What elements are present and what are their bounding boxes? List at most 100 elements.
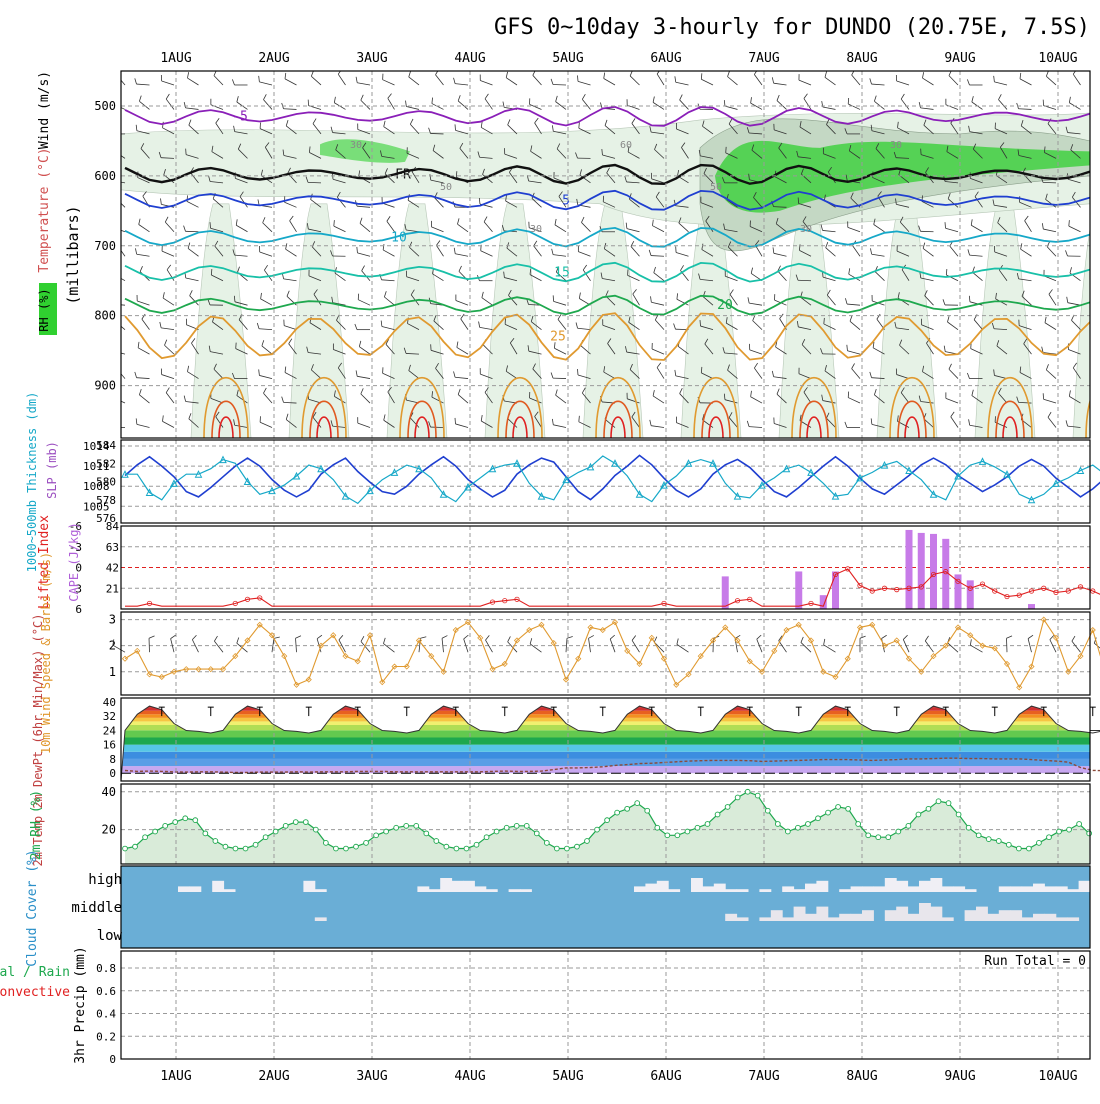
lifted-index-line xyxy=(125,569,1100,606)
rh2m-marker xyxy=(926,806,931,811)
cloud-level-label: low xyxy=(97,928,123,944)
cloud-high-bar xyxy=(178,886,190,892)
rh2m-tick-label: 20 xyxy=(102,823,116,837)
rh2m-marker xyxy=(1077,822,1082,827)
date-label-top: 5AUG xyxy=(552,51,583,66)
cape-bar xyxy=(832,571,839,609)
cloud-mid-bar xyxy=(885,910,897,921)
cloud-high-bar xyxy=(714,884,726,892)
pressure-axis-label: (millibars) xyxy=(64,205,82,304)
wind-barb xyxy=(701,73,702,79)
pressure-tick-label: 700 xyxy=(94,239,116,253)
temp-tick-label: 16 xyxy=(103,739,116,752)
rh2m-marker xyxy=(575,844,580,849)
cloud-high-bar xyxy=(759,889,771,892)
wind-barb xyxy=(192,635,196,639)
date-label-top: 4AUG xyxy=(454,51,485,66)
pressure-tick-label: 500 xyxy=(94,99,116,113)
wind-barb xyxy=(903,635,907,639)
rh2m-marker xyxy=(745,789,750,794)
wind-barb xyxy=(1096,388,1098,393)
precip-tick-label: 0.2 xyxy=(96,1030,116,1043)
rh2m-marker xyxy=(444,844,449,849)
wind-barb xyxy=(1092,253,1100,256)
wind10m-speed-line xyxy=(125,620,1100,688)
cloud-high-bar xyxy=(782,886,794,892)
wind-barb xyxy=(508,636,511,641)
date-label-top: 9AUG xyxy=(944,51,975,66)
date-label-bottom: 4AUG xyxy=(454,1069,485,1084)
cloud-high-bar xyxy=(429,889,441,892)
rh-axis-label: RH (%) xyxy=(37,288,51,331)
rh2m-marker xyxy=(1026,846,1031,851)
cloud-mid-bar xyxy=(828,917,840,921)
rh2m-marker xyxy=(565,846,570,851)
wind-barb xyxy=(112,345,113,351)
wind-barb xyxy=(110,128,112,134)
isotherm-label: 15 xyxy=(554,265,570,280)
rh2m-marker xyxy=(414,823,419,828)
wind10m-tick-label: 2 xyxy=(109,639,116,653)
cloud-high-bar xyxy=(1022,886,1034,892)
rh2m-marker xyxy=(554,846,559,851)
rh2m-marker xyxy=(856,822,861,827)
wind-barb xyxy=(1093,423,1100,427)
rh2m-marker xyxy=(816,816,821,821)
cloud-high-bar xyxy=(725,889,737,892)
rh-contour-label: 50 xyxy=(710,182,722,193)
isotherm-label: 25 xyxy=(550,330,566,345)
panels: -5FR510152025305030605030305006007008009… xyxy=(0,69,1100,1066)
cloud-high-bar xyxy=(999,886,1011,892)
cloud-mid-bar xyxy=(862,910,874,921)
wind-barb xyxy=(801,642,811,652)
wind-barb xyxy=(1096,394,1100,403)
wind-barb xyxy=(1096,100,1100,109)
cloud-level-label: middle xyxy=(71,900,122,916)
cape-tick-label: 84 xyxy=(106,520,120,533)
temp-tick-label: 32 xyxy=(103,710,116,723)
wind-barb xyxy=(1093,300,1100,305)
isotherm-label: 5 xyxy=(562,193,570,208)
temp-tick-label: 0 xyxy=(109,767,116,780)
cloud-mid-bar xyxy=(315,917,327,921)
cloud-high-bar xyxy=(1033,884,1045,892)
rh2m-marker xyxy=(514,823,519,828)
temp-color-band xyxy=(121,718,1090,722)
wind-barb xyxy=(149,636,155,638)
rh-contour-label: 30 xyxy=(800,224,812,235)
cloud-high-bar xyxy=(657,881,669,892)
rh2m-marker xyxy=(846,806,851,811)
precip-axis-label: 3hr Precip (mm) xyxy=(73,946,88,1063)
temp-bands xyxy=(121,702,1090,773)
rh2m-marker xyxy=(1016,846,1021,851)
wind-barb xyxy=(114,145,115,151)
cloud-high-bar xyxy=(1056,886,1068,892)
date-label-bottom: 3AUG xyxy=(356,1069,387,1084)
cloud-high-bar xyxy=(645,884,657,892)
wind-barb xyxy=(1095,223,1100,231)
run-total-label: Run Total = 0 xyxy=(984,954,1086,969)
rh2m-marker xyxy=(163,823,168,828)
cape-bar xyxy=(795,571,802,609)
rh2m-marker xyxy=(183,816,188,821)
cloud-mid-bar xyxy=(987,914,999,921)
isotherm-label: 10 xyxy=(391,230,407,245)
precip-tick-label: 0 xyxy=(109,1053,116,1066)
wind-barb xyxy=(1092,206,1100,207)
wind-barb xyxy=(654,637,657,642)
wind-barb xyxy=(632,636,636,641)
cape-bar xyxy=(930,534,937,609)
slp-axis-label: SLP (mb) xyxy=(45,441,59,499)
wind-barb xyxy=(339,635,343,640)
wind-barb xyxy=(214,636,217,641)
rh2m-marker xyxy=(133,844,138,849)
date-label-top: 8AUG xyxy=(846,51,877,66)
cloud-mid-bar xyxy=(965,910,977,921)
wind-barb xyxy=(1007,636,1013,638)
isotherm-loop xyxy=(1094,401,1100,438)
pressure-tick-label: 800 xyxy=(94,309,116,323)
cloud-high-bar xyxy=(873,886,885,892)
rh2m-marker xyxy=(1006,842,1011,847)
